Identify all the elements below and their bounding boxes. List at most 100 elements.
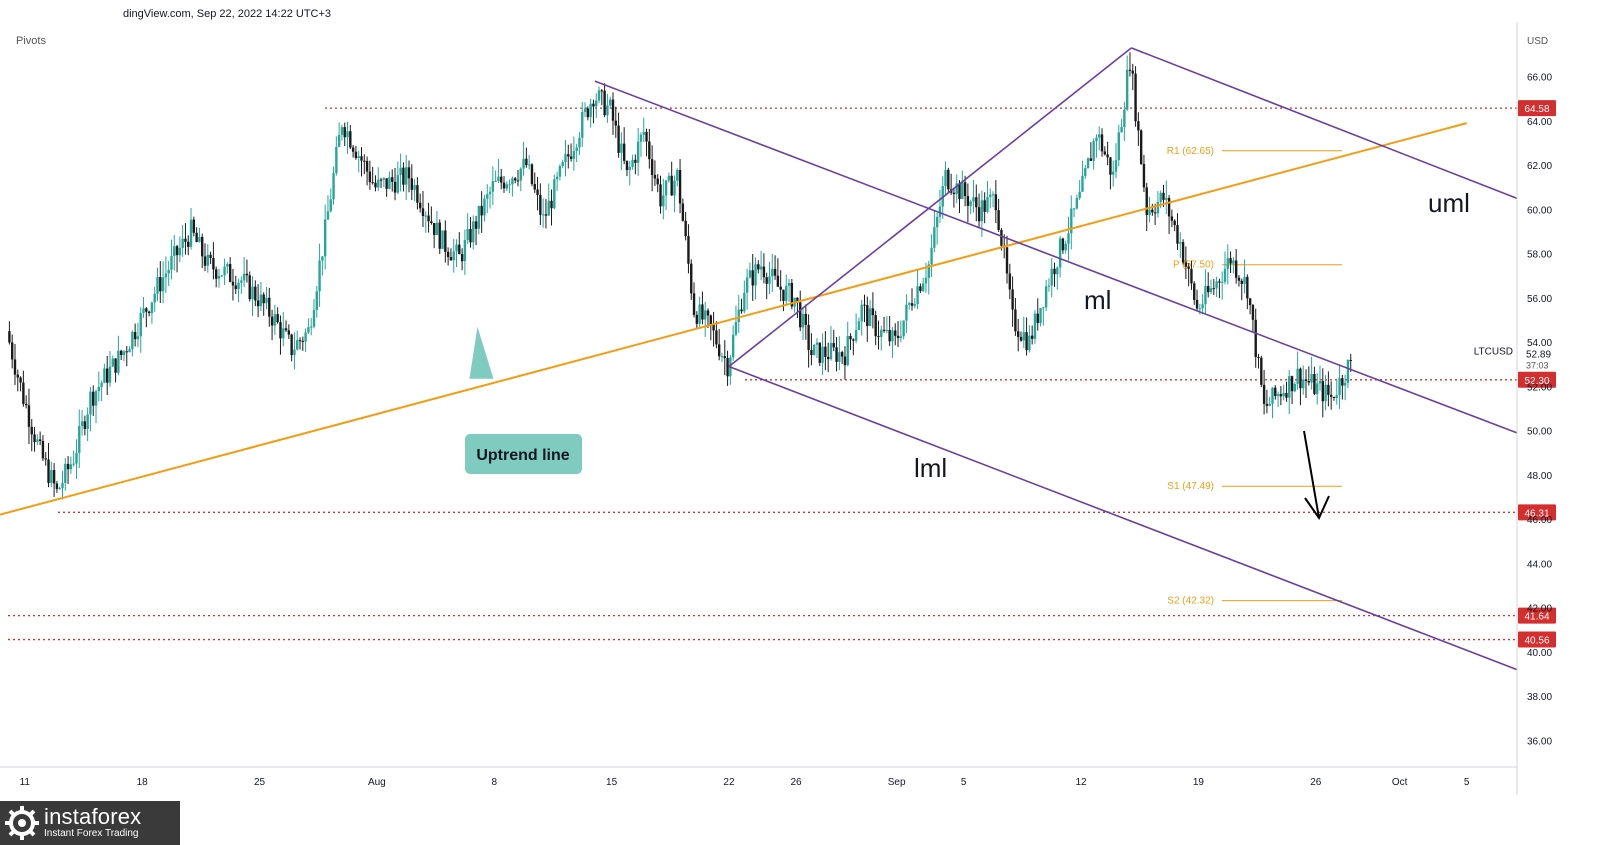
candle-body — [1251, 305, 1255, 320]
candle-body — [1248, 298, 1252, 306]
candle-body — [1131, 70, 1134, 74]
candle-body — [228, 264, 232, 282]
candle-body — [894, 330, 897, 336]
candle-body — [888, 330, 891, 342]
candle-body — [22, 382, 25, 404]
candle-body — [262, 294, 265, 304]
candle-body — [779, 286, 782, 290]
candle-body — [64, 463, 67, 483]
candle-body — [620, 143, 623, 153]
candle-body — [1137, 121, 1140, 131]
candle-body — [170, 255, 173, 270]
candle-body — [1198, 308, 1202, 310]
candle-body — [622, 143, 626, 161]
candle-body — [30, 426, 33, 435]
candle-body — [1142, 163, 1146, 188]
candle-body — [86, 414, 89, 429]
candle-body — [1327, 384, 1330, 395]
candle-body — [519, 168, 522, 181]
candle-body — [251, 286, 254, 300]
candle-body — [114, 358, 117, 373]
candle-body — [206, 254, 210, 266]
candle-body — [745, 277, 749, 293]
candle-body — [337, 134, 341, 147]
candle-body — [349, 131, 352, 148]
candle-body — [586, 108, 590, 118]
candles — [8, 52, 1352, 500]
x-tick-label: 12 — [1076, 777, 1088, 788]
candle-body — [173, 246, 176, 256]
candle-body — [147, 311, 151, 314]
candle-body — [860, 304, 863, 322]
candle-body — [189, 219, 193, 247]
candle-body — [880, 329, 883, 337]
pivot-label: S1 (47.49) — [1167, 481, 1214, 492]
candle-body — [214, 269, 218, 279]
candle-body — [558, 166, 562, 177]
candle-body — [1053, 268, 1056, 275]
candle-body — [69, 464, 73, 470]
candle-body — [385, 178, 388, 189]
candle-body — [840, 352, 844, 357]
candle-body — [1302, 379, 1305, 389]
candle-body — [13, 359, 17, 375]
candle-body — [1019, 336, 1023, 341]
candle-body — [19, 377, 22, 383]
candle-body — [1271, 387, 1274, 404]
candle-body — [692, 293, 696, 315]
price-level-tag-label: 64.58 — [1524, 104, 1549, 115]
candle-body — [706, 310, 710, 316]
candle-body — [301, 340, 305, 342]
y-tick-label: 54.00 — [1527, 338, 1552, 349]
y-tick-label: 50.00 — [1527, 427, 1552, 438]
pivot-levels: R1 (62.65) P (57.50) S1 (47.49) S2 (42.32) — [1167, 146, 1342, 607]
candle-body — [122, 351, 126, 356]
candle-body — [346, 131, 349, 138]
candle-body — [1313, 374, 1316, 394]
candle-body — [1321, 381, 1324, 402]
candle-body — [201, 236, 204, 257]
candle-body — [986, 197, 989, 212]
candle-body — [930, 247, 933, 265]
candle-body — [947, 169, 950, 190]
candle-body — [335, 146, 338, 174]
y-tick-label: 48.00 — [1527, 471, 1552, 482]
candle-body — [704, 310, 707, 320]
candle-body — [695, 314, 699, 324]
candle-body — [980, 200, 984, 222]
median-line — [594, 80, 1518, 434]
candle-body — [226, 264, 229, 267]
candle-body — [145, 308, 148, 312]
candle-body — [1145, 187, 1148, 215]
indicator-label: Pivots — [16, 35, 46, 47]
candle-body — [47, 459, 50, 483]
candle-body — [1341, 378, 1344, 386]
candle-body — [614, 120, 617, 126]
candle-body — [924, 277, 928, 284]
candle-body — [326, 211, 330, 220]
candle-body — [589, 103, 592, 118]
candle-body — [989, 194, 992, 198]
candle-body — [757, 264, 760, 270]
candle-body — [502, 182, 506, 189]
candle-body — [1268, 403, 1271, 406]
candle-body — [977, 207, 981, 222]
candle-body — [1050, 268, 1053, 286]
candle-body — [678, 170, 682, 204]
candle-body — [782, 289, 785, 301]
candle-body — [1008, 273, 1012, 290]
candle-body — [167, 269, 170, 274]
y-tick-label: 52.00 — [1527, 382, 1552, 393]
candle-body — [89, 391, 92, 415]
candle-body — [1061, 238, 1065, 251]
uml-label: uml — [1428, 188, 1470, 218]
candle-body — [1089, 158, 1093, 161]
candle-body — [33, 434, 36, 442]
candle-body — [606, 105, 609, 116]
candle-body — [670, 175, 673, 196]
candle-body — [983, 200, 986, 212]
candle-body — [340, 127, 344, 135]
candle-body — [656, 178, 659, 185]
brand-name: instaforex — [44, 804, 142, 829]
